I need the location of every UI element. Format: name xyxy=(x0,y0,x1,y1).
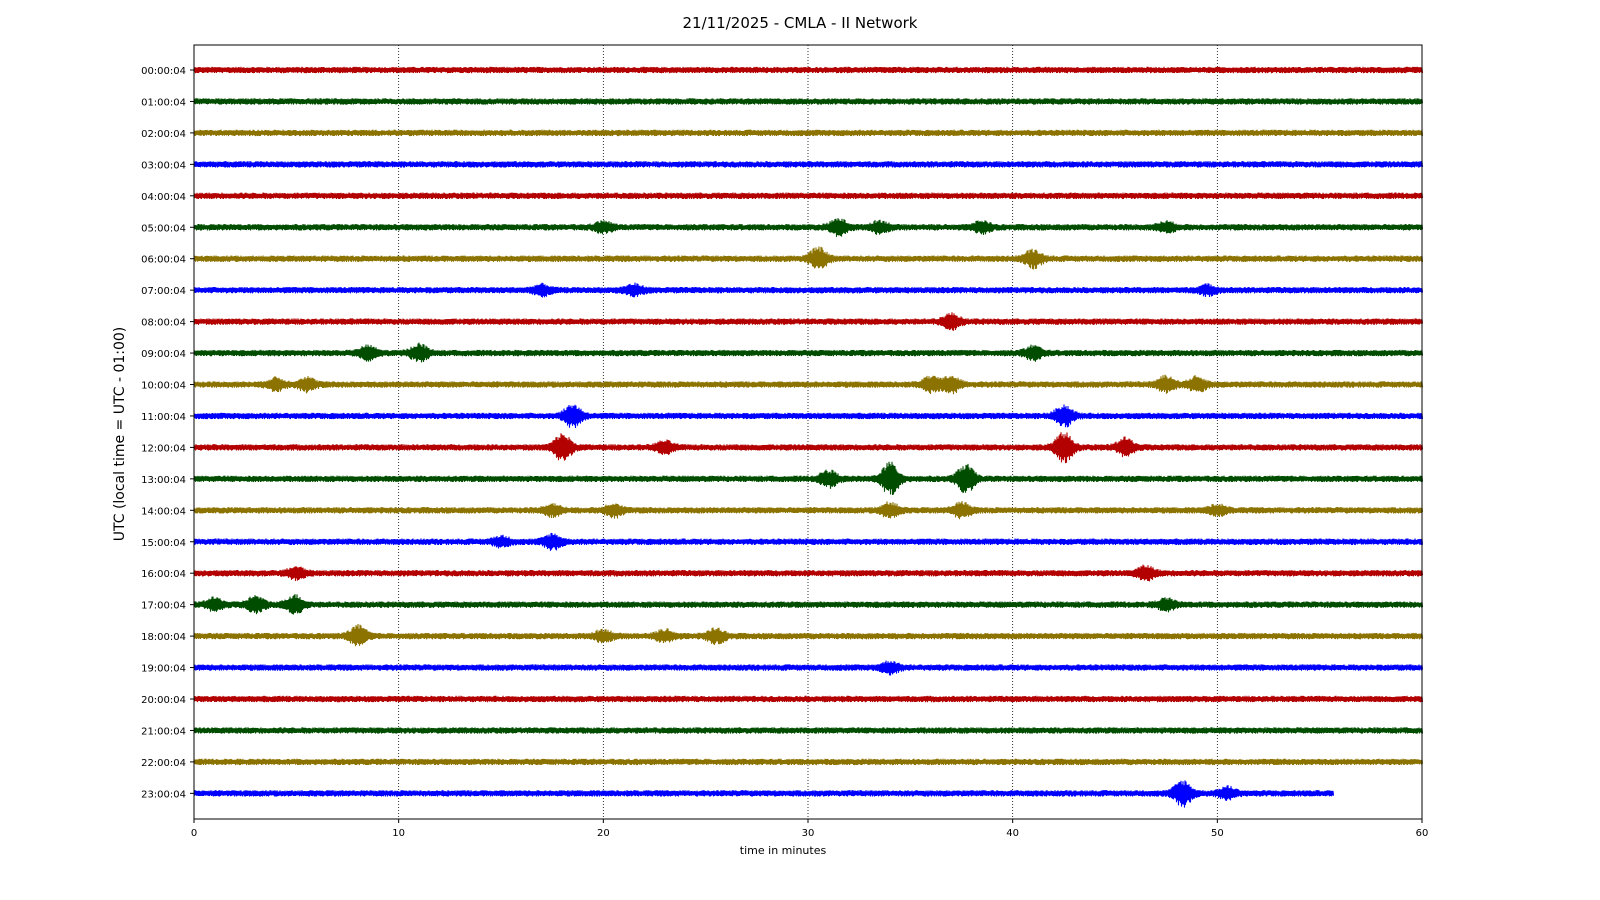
x-tick-label: 30 xyxy=(802,828,815,839)
y-tick-label: 16:00:04 xyxy=(141,569,186,580)
x-tick-label: 60 xyxy=(1416,828,1429,839)
y-tick-label: 17:00:04 xyxy=(141,601,186,612)
y-axis-label: UTC (local time = UTC - 01:00) xyxy=(112,326,128,542)
y-tick-label: 06:00:04 xyxy=(141,255,186,266)
y-tick-label: 10:00:04 xyxy=(141,381,186,392)
y-tick-label: 21:00:04 xyxy=(141,726,186,737)
trace-23:00:04 xyxy=(193,780,1335,808)
trace-06:00:04 xyxy=(193,246,1424,270)
x-tick-label: 10 xyxy=(392,828,405,839)
y-tick-label: 15:00:04 xyxy=(141,538,186,549)
trace-16:00:04 xyxy=(193,564,1424,582)
trace-17:00:04 xyxy=(193,594,1424,615)
y-tick-label: 13:00:04 xyxy=(141,475,186,486)
y-tick-label: 08:00:04 xyxy=(141,318,186,329)
trace-12:00:04 xyxy=(193,432,1424,464)
y-tick-label: 04:00:04 xyxy=(141,192,186,203)
x-tick-label: 40 xyxy=(1006,828,1019,839)
trace-22:00:04 xyxy=(193,758,1424,766)
y-tick-label: 18:00:04 xyxy=(141,632,186,643)
x-tick-label: 0 xyxy=(191,828,197,839)
y-tick-label: 11:00:04 xyxy=(141,412,186,423)
trace-07:00:04 xyxy=(193,282,1424,298)
trace-13:00:04 xyxy=(193,461,1424,496)
trace-02:00:04 xyxy=(193,129,1424,137)
chart-title: 21/11/2025 - CMLA - II Network xyxy=(682,14,918,32)
y-tick-label: 02:00:04 xyxy=(141,129,186,140)
trace-18:00:04 xyxy=(193,623,1424,647)
trace-15:00:04 xyxy=(193,532,1424,551)
trace-20:00:04 xyxy=(193,695,1424,703)
trace-00:00:04 xyxy=(193,66,1424,74)
trace-05:00:04 xyxy=(193,218,1424,237)
y-tick-label: 14:00:04 xyxy=(141,506,186,517)
x-axis-label: time in minutes xyxy=(739,844,827,857)
y-tick-label: 03:00:04 xyxy=(141,160,186,171)
x-tick-label: 20 xyxy=(597,828,610,839)
y-tick-label: 07:00:04 xyxy=(141,286,186,297)
y-tick-label: 22:00:04 xyxy=(141,758,186,769)
y-tick-label: 20:00:04 xyxy=(141,695,186,706)
trace-08:00:04 xyxy=(193,312,1424,331)
trace-14:00:04 xyxy=(193,501,1424,520)
trace-19:00:04 xyxy=(193,660,1424,676)
x-tick-label: 50 xyxy=(1211,828,1224,839)
trace-03:00:04 xyxy=(193,161,1424,168)
trace-01:00:04 xyxy=(193,98,1424,105)
y-tick-label: 05:00:04 xyxy=(141,223,186,234)
trace-04:00:04 xyxy=(193,192,1424,200)
trace-09:00:04 xyxy=(193,342,1424,363)
y-tick-label: 01:00:04 xyxy=(141,97,186,108)
trace-11:00:04 xyxy=(193,404,1424,429)
trace-10:00:04 xyxy=(193,374,1424,395)
y-tick-label: 19:00:04 xyxy=(141,664,186,675)
y-tick-label: 12:00:04 xyxy=(141,443,186,454)
y-tick-label: 00:00:04 xyxy=(141,66,186,77)
y-tick-label: 23:00:04 xyxy=(141,789,186,800)
y-tick-label: 09:00:04 xyxy=(141,349,186,360)
trace-21:00:04 xyxy=(193,727,1424,734)
